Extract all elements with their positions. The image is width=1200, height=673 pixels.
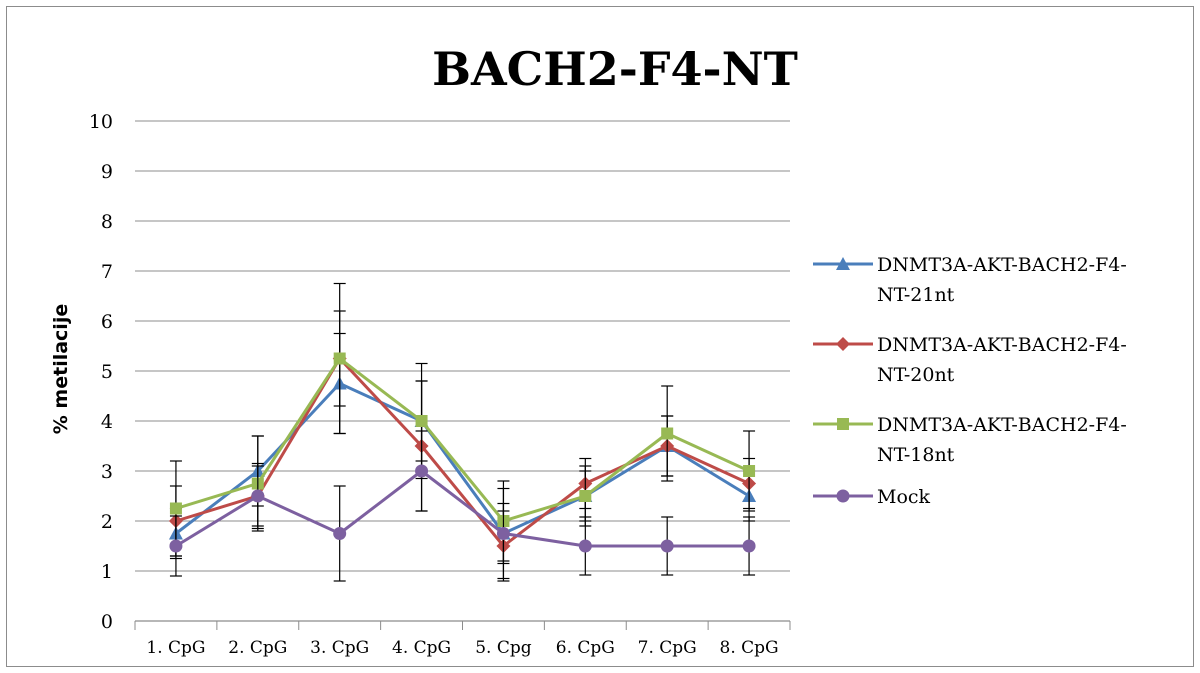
x-tick-label: 3. CpG	[310, 638, 369, 658]
y-tick-label: 5	[101, 361, 113, 383]
y-tick-label: 0	[101, 611, 113, 633]
chart-title: BACH2-F4-NT	[432, 42, 798, 96]
legend-marker	[836, 489, 850, 503]
x-tick-label: 2. CpG	[228, 638, 287, 658]
x-tick-labels: 1. CpG 2. CpG 3. CpG 4. CpG 5. Cpg 6. CpG 7. C…	[146, 638, 778, 658]
y-tick-label: 3	[101, 461, 113, 483]
y-axis-label: % metilacije	[50, 304, 72, 434]
y-tick-label: 9	[101, 161, 113, 183]
legend-label: NT-18nt	[877, 444, 955, 466]
data-point	[169, 539, 183, 553]
legend-label: Mock	[877, 486, 931, 508]
data-point	[333, 352, 346, 365]
legend-entry-4: Mock	[813, 486, 931, 508]
x-tick-label: 7. CpG	[638, 638, 697, 658]
series-line	[175, 357, 750, 523]
data-point	[742, 539, 756, 553]
x-tick-label: 5. Cpg	[475, 638, 532, 658]
legend-label: DNMT3A-AKT-BACH2-F4-	[877, 334, 1127, 356]
data-point	[415, 415, 428, 427]
y-tick-labels: 0 1 2 3 4 5 6 7 8 9 10	[89, 111, 113, 633]
axes	[134, 620, 791, 630]
y-tick-label: 1	[101, 561, 113, 583]
x-tick-label: 1. CpG	[146, 638, 205, 658]
data-point	[661, 427, 674, 440]
series-line	[175, 382, 750, 535]
data-point	[496, 527, 510, 540]
legend-label: DNMT3A-AKT-BACH2-F4-	[877, 414, 1127, 436]
data-point	[743, 465, 756, 477]
legend-entry-3: DNMT3A-AKT-BACH2-F4- NT-18nt	[813, 414, 1127, 466]
x-tick-label: 6. CpG	[556, 638, 615, 658]
series-line	[175, 469, 750, 548]
legend-label: NT-20nt	[877, 364, 955, 386]
legend-entry-2: DNMT3A-AKT-BACH2-F4- NT-20nt	[813, 334, 1127, 386]
y-tick-label: 6	[101, 311, 113, 333]
legend-label: DNMT3A-AKT-BACH2-F4-	[877, 254, 1127, 276]
series-layer	[168, 282, 757, 582]
data-point	[415, 464, 429, 478]
legend-label: NT-21nt	[877, 284, 955, 306]
gridlines	[135, 120, 790, 572]
legend: DNMT3A-AKT-BACH2-F4-NT-21ntDNMT3A-AKT-BA…	[813, 254, 1127, 508]
legend-marker	[836, 257, 850, 270]
series-line	[175, 357, 750, 548]
x-tick-label: 4. CpG	[392, 638, 451, 658]
legend-marker	[836, 337, 850, 351]
data-point	[578, 539, 592, 553]
data-point	[251, 489, 265, 503]
data-point	[660, 539, 674, 553]
data-point	[169, 502, 182, 515]
y-tick-label: 4	[101, 411, 113, 433]
legend-entry-1: DNMT3A-AKT-BACH2-F4- NT-21nt	[813, 254, 1127, 306]
y-tick-label: 2	[101, 511, 113, 533]
x-tick-label: 8. CpG	[720, 638, 779, 658]
y-tick-label: 7	[101, 261, 113, 283]
series-4	[169, 430, 756, 582]
legend-marker	[837, 418, 849, 430]
data-point	[333, 527, 347, 540]
chart-frame: BACH2-F4-NT 0 1 2 3 4 5 6 7 8 9 10 1. CpG 2. CpG 3. …	[6, 6, 1194, 667]
chart-svg: BACH2-F4-NT 0 1 2 3 4 5 6 7 8 9 10 1. CpG 2. CpG 3. …	[50, 42, 1127, 658]
data-point	[579, 490, 592, 502]
y-tick-label: 8	[101, 211, 113, 233]
y-tick-label: 10	[89, 111, 113, 133]
